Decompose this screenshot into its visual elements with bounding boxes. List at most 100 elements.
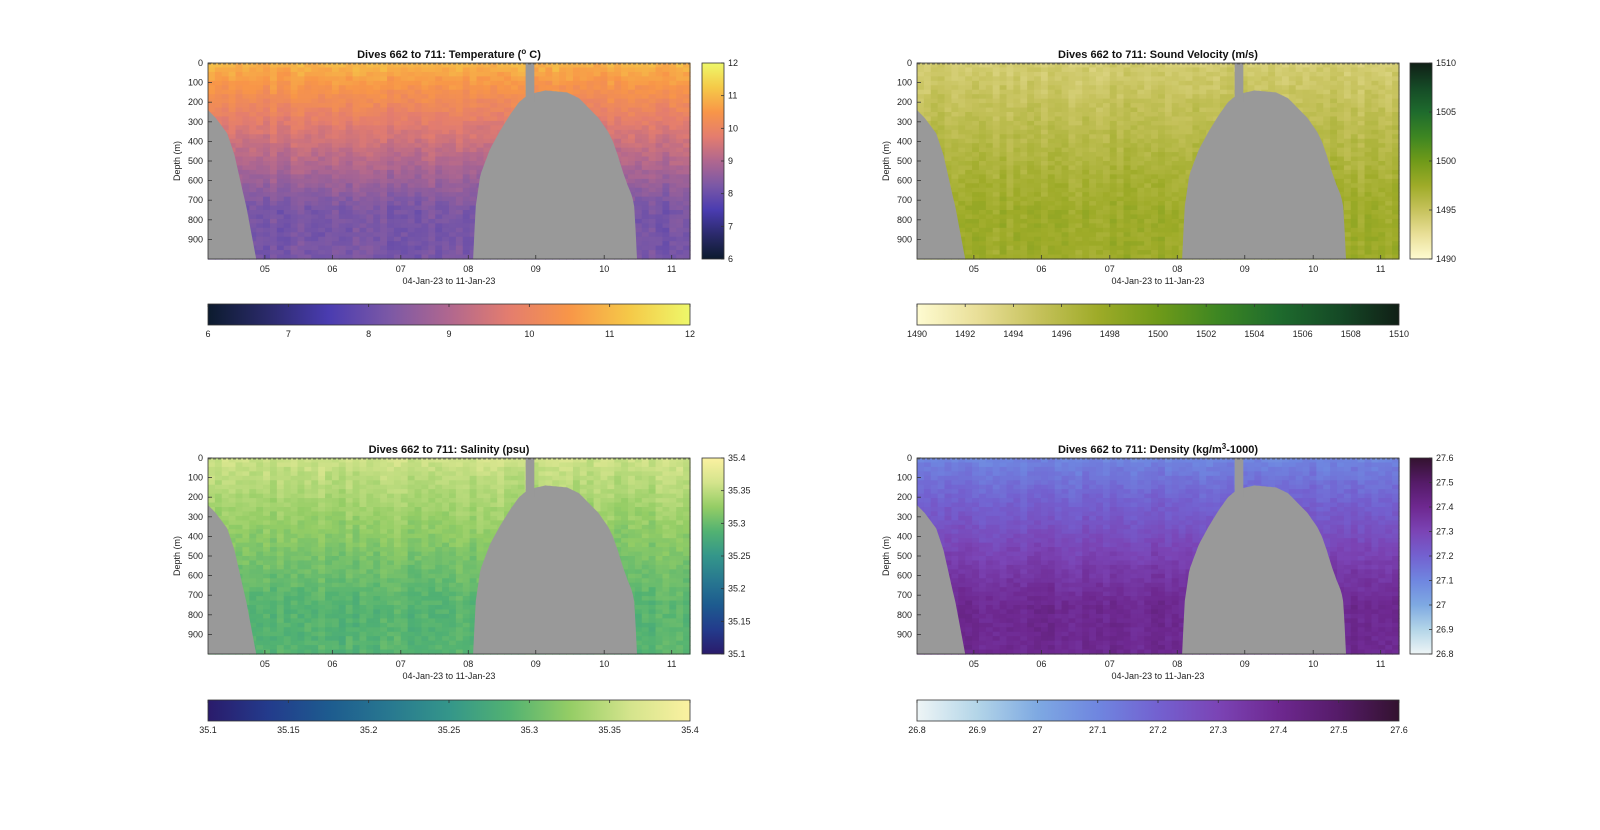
y-axis-label-temperature: Depth (m)	[172, 141, 182, 181]
y-tick-label-temperature-5: 500	[188, 156, 203, 166]
y-axis-label-sound_velocity: Depth (m)	[881, 141, 891, 181]
x-tick-label-temperature-5: 10	[599, 264, 609, 274]
chart-panel-temperature: 0 100 200 300 400 500 600 700 800 900 05 06 07 08 09 10…	[172, 47, 738, 339]
y-tick-label-sound_velocity-0: 0	[907, 58, 912, 68]
vcolorbar-tick-temperature-1: 7	[728, 221, 733, 231]
vcolorbar-tick-salinity-1: 35.15	[728, 616, 751, 626]
x-tick-label-salinity-6: 11	[667, 659, 676, 669]
y-tick-label-salinity-6: 600	[188, 571, 203, 581]
x-axis-label-density: 04-Jan-23 to 11-Jan-23	[1112, 671, 1205, 681]
hcolorbar-tick-sound_velocity-9: 1508	[1341, 329, 1361, 339]
y-tick-label-sound_velocity-7: 700	[897, 195, 912, 205]
chart-title-sound_velocity: Dives 662 to 711: Sound Velocity (m/s)	[1058, 49, 1258, 61]
x-tick-label-sound_velocity-4: 09	[1240, 264, 1250, 274]
hcolorbar-tick-salinity-5: 35.35	[598, 725, 621, 735]
hcolorbar-tick-density-6: 27.4	[1270, 725, 1288, 735]
hcolorbar-tick-density-2: 27	[1032, 725, 1042, 735]
x-tick-label-sound_velocity-1: 06	[1036, 264, 1046, 274]
y-tick-label-salinity-7: 700	[188, 590, 203, 600]
x-tick-label-salinity-2: 07	[396, 659, 406, 669]
y-tick-label-temperature-3: 300	[188, 117, 203, 127]
hcolorbar-tick-salinity-6: 35.4	[681, 725, 699, 735]
vcolorbar-tick-temperature-4: 10	[728, 123, 738, 133]
vertical-colorbar-temperature	[701, 62, 725, 260]
x-tick-label-temperature-0: 05	[260, 264, 270, 274]
y-tick-label-sound_velocity-6: 600	[897, 176, 912, 186]
hcolorbar-tick-temperature-1: 7	[286, 329, 291, 339]
x-tick-label-sound_velocity-3: 08	[1172, 264, 1182, 274]
hcolorbar-tick-sound_velocity-5: 1500	[1148, 329, 1168, 339]
vertical-colorbar-density	[1409, 457, 1433, 655]
y-tick-label-sound_velocity-3: 300	[897, 117, 912, 127]
y-tick-label-density-6: 600	[897, 571, 912, 581]
y-tick-label-density-5: 500	[897, 551, 912, 561]
vcolorbar-tick-temperature-6: 12	[728, 58, 738, 68]
vcolorbar-tick-density-1: 26.9	[1436, 625, 1454, 635]
y-axis-label-density: Depth (m)	[881, 536, 891, 576]
terrain-sound_velocity	[917, 63, 1346, 259]
y-tick-label-sound_velocity-1: 100	[897, 78, 912, 88]
x-tick-label-density-5: 10	[1308, 659, 1318, 669]
vcolorbar-tick-density-0: 26.8	[1436, 649, 1454, 659]
chart-title-temperature: Dives 662 to 711: Temperature (o C)	[357, 47, 541, 61]
vcolorbar-tick-salinity-0: 35.1	[728, 649, 746, 659]
y-tick-label-temperature-4: 400	[188, 136, 203, 146]
x-tick-label-density-4: 09	[1240, 659, 1250, 669]
vcolorbar-tick-sound_velocity-0: 1490	[1436, 254, 1456, 264]
vcolorbar-tick-temperature-0: 6	[728, 254, 733, 264]
hcolorbar-tick-sound_velocity-10: 1510	[1389, 329, 1409, 339]
x-tick-label-density-3: 08	[1172, 659, 1182, 669]
chart-title-salinity: Dives 662 to 711: Salinity (psu)	[369, 444, 530, 456]
vertical-colorbar-sound_velocity	[1409, 62, 1433, 260]
terrain-temperature	[208, 63, 637, 259]
x-tick-label-density-2: 07	[1105, 659, 1115, 669]
hcolorbar-tick-temperature-0: 6	[205, 329, 210, 339]
vcolorbar-tick-density-3: 27.1	[1436, 576, 1454, 586]
y-tick-label-temperature-9: 900	[188, 234, 203, 244]
y-tick-label-temperature-1: 100	[188, 78, 203, 88]
hcolorbar-tick-temperature-3: 9	[446, 329, 451, 339]
chart-panel-sound_velocity: 0 100 200 300 400 500 600 700 800 900 05 06 07 08 09 10…	[881, 49, 1456, 339]
y-tick-label-salinity-4: 400	[188, 531, 203, 541]
hcolorbar-tick-density-0: 26.8	[908, 725, 926, 735]
vcolorbar-tick-density-8: 27.6	[1436, 453, 1454, 463]
y-tick-label-density-7: 700	[897, 590, 912, 600]
y-tick-label-temperature-0: 0	[198, 58, 203, 68]
hcolorbar-tick-temperature-6: 12	[685, 329, 695, 339]
vcolorbar-tick-density-7: 27.5	[1436, 478, 1454, 488]
x-tick-label-salinity-0: 05	[260, 659, 270, 669]
vertical-colorbar-salinity	[701, 457, 725, 655]
y-tick-label-density-8: 800	[897, 610, 912, 620]
vcolorbar-tick-sound_velocity-3: 1505	[1436, 107, 1456, 117]
hcolorbar-tick-salinity-1: 35.15	[277, 725, 300, 735]
y-tick-label-density-0: 0	[907, 453, 912, 463]
vcolorbar-tick-temperature-2: 8	[728, 189, 733, 199]
y-tick-label-temperature-8: 800	[188, 215, 203, 225]
y-tick-label-density-4: 400	[897, 531, 912, 541]
hcolorbar-tick-sound_velocity-2: 1494	[1003, 329, 1023, 339]
chart-panel-salinity: 0 100 200 300 400 500 600 700 800 900 05 06 07 08 09 10…	[172, 444, 751, 735]
vcolorbar-tick-salinity-6: 35.4	[728, 453, 746, 463]
vcolorbar-tick-sound_velocity-2: 1500	[1436, 156, 1456, 166]
horizontal-colorbar-salinity	[207, 699, 691, 722]
vcolorbar-tick-salinity-5: 35.35	[728, 486, 751, 496]
vcolorbar-tick-sound_velocity-4: 1510	[1436, 58, 1456, 68]
y-tick-label-salinity-8: 800	[188, 610, 203, 620]
y-tick-label-density-2: 200	[897, 492, 912, 502]
vcolorbar-tick-density-2: 27	[1436, 600, 1446, 610]
hcolorbar-tick-sound_velocity-4: 1498	[1100, 329, 1120, 339]
horizontal-colorbar-density	[916, 699, 1400, 722]
chart-title-density: Dives 662 to 711: Density (kg/m3-1000)	[1058, 442, 1258, 456]
x-axis-label-sound_velocity: 04-Jan-23 to 11-Jan-23	[1112, 276, 1205, 286]
vcolorbar-tick-density-6: 27.4	[1436, 502, 1454, 512]
hcolorbar-tick-sound_velocity-1: 1492	[955, 329, 975, 339]
hcolorbar-tick-sound_velocity-0: 1490	[907, 329, 927, 339]
y-axis-label-salinity: Depth (m)	[172, 536, 182, 576]
vcolorbar-tick-temperature-3: 9	[728, 156, 733, 166]
x-tick-label-temperature-2: 07	[396, 264, 406, 274]
hcolorbar-tick-salinity-0: 35.1	[199, 725, 217, 735]
vcolorbar-tick-salinity-4: 35.3	[728, 518, 746, 528]
y-tick-label-salinity-1: 100	[188, 473, 203, 483]
x-tick-label-sound_velocity-2: 07	[1105, 264, 1115, 274]
x-tick-label-temperature-3: 08	[463, 264, 473, 274]
